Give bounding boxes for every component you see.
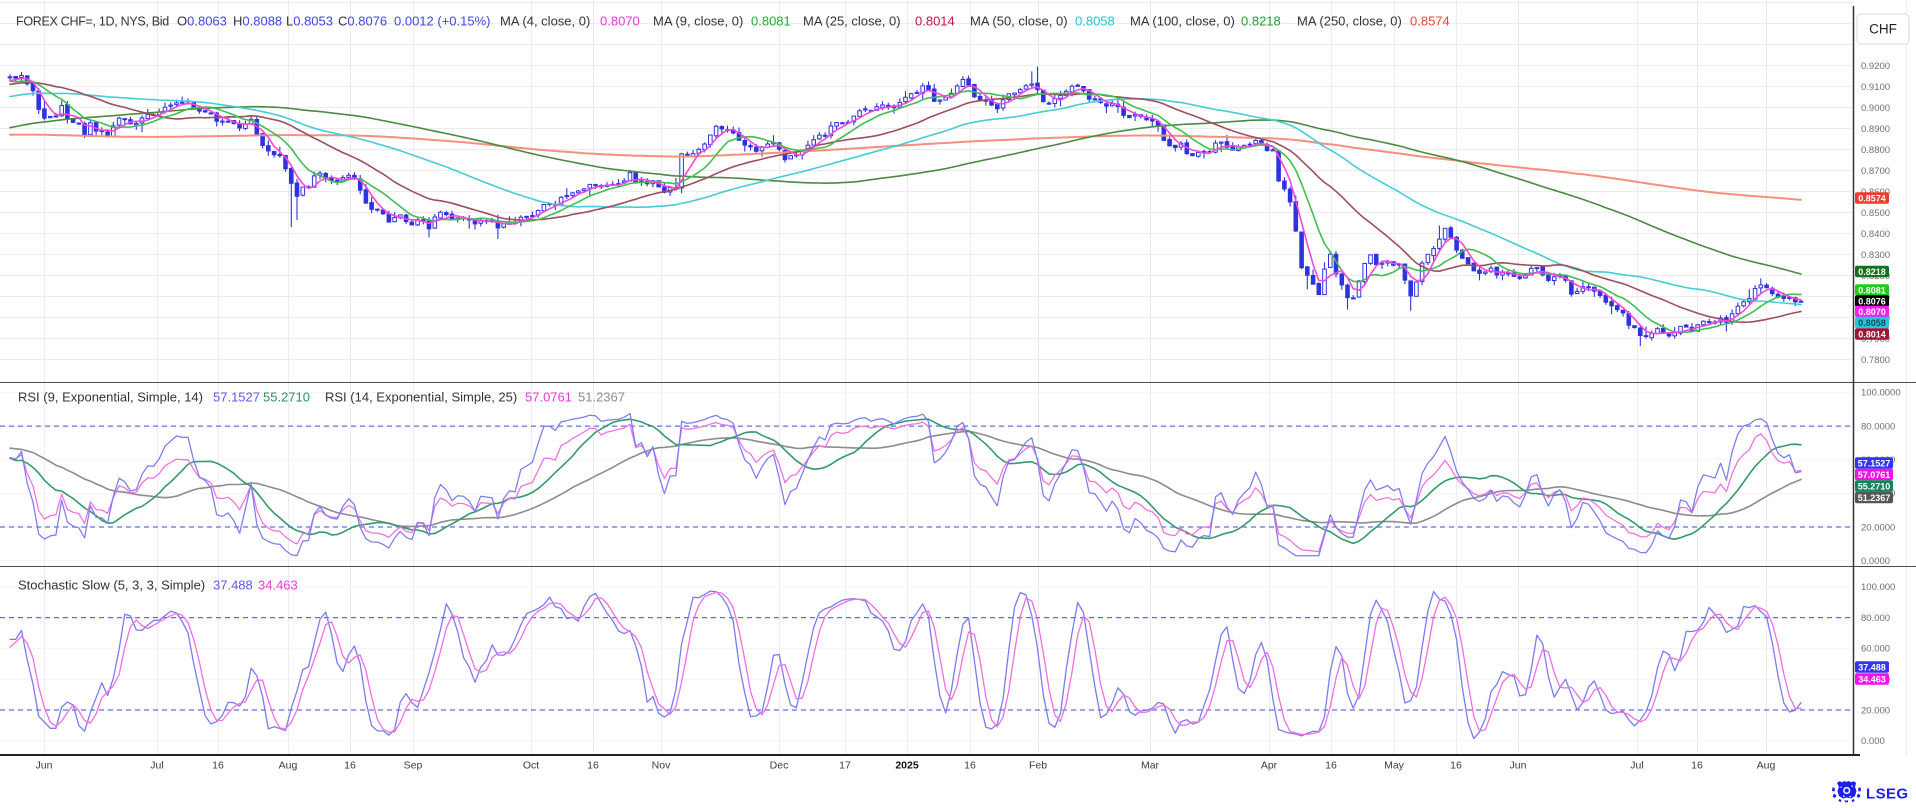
svg-text:H0.8088: H0.8088: [233, 14, 282, 29]
svg-text:Stochastic Slow (5, 3, 3, Simp: Stochastic Slow (5, 3, 3, Simple): [18, 578, 205, 593]
svg-text:LSEG: LSEG: [1866, 786, 1908, 803]
svg-text:Nov: Nov: [652, 760, 671, 772]
svg-text:Aug: Aug: [1757, 760, 1776, 772]
svg-text:57.1527: 57.1527: [1858, 458, 1891, 468]
svg-text:55.2710: 55.2710: [1858, 481, 1891, 491]
svg-text:37.488: 37.488: [1858, 662, 1886, 672]
svg-text:Aug: Aug: [279, 760, 298, 772]
svg-text:0.0012 (+0.15%): 0.0012 (+0.15%): [394, 14, 490, 29]
svg-text:MA (50, close, 0): MA (50, close, 0): [970, 14, 1068, 29]
svg-text:57.1527: 57.1527: [213, 390, 260, 405]
svg-text:100.0000: 100.0000: [1861, 388, 1901, 399]
svg-text:60.000: 60.000: [1861, 644, 1890, 655]
svg-text:2025: 2025: [895, 760, 919, 772]
svg-text:MA (250, close, 0): MA (250, close, 0): [1297, 14, 1402, 29]
svg-text:16: 16: [964, 760, 976, 772]
svg-text:0.8070: 0.8070: [1858, 307, 1886, 317]
svg-text:0.8076: 0.8076: [1858, 296, 1886, 306]
svg-text:0.9100: 0.9100: [1861, 82, 1890, 93]
svg-text:0.0000: 0.0000: [1861, 556, 1890, 567]
svg-text:55.2710: 55.2710: [263, 390, 310, 405]
svg-text:Mar: Mar: [1141, 760, 1160, 772]
svg-text:0.9200: 0.9200: [1861, 61, 1890, 72]
svg-text:0.8058: 0.8058: [1075, 14, 1115, 29]
svg-text:34.463: 34.463: [1858, 674, 1886, 684]
svg-text:Oct: Oct: [523, 760, 539, 772]
svg-text:0.8070: 0.8070: [600, 14, 640, 29]
svg-text:20.000: 20.000: [1861, 705, 1890, 716]
svg-text:MA (9, close, 0): MA (9, close, 0): [653, 14, 743, 29]
svg-text:34.463: 34.463: [258, 578, 298, 593]
svg-text:16: 16: [344, 760, 356, 772]
svg-text:16: 16: [1450, 760, 1462, 772]
svg-text:Dec: Dec: [770, 760, 789, 772]
svg-text:0.7800: 0.7800: [1861, 355, 1890, 366]
svg-text:L0.8053: L0.8053: [286, 14, 333, 29]
svg-text:80.000: 80.000: [1861, 613, 1890, 624]
svg-text:0.8300: 0.8300: [1861, 250, 1890, 261]
svg-text:MA (100, close, 0): MA (100, close, 0): [1130, 14, 1235, 29]
svg-text:C0.8076: C0.8076: [338, 14, 387, 29]
svg-text:0.8800: 0.8800: [1861, 145, 1890, 156]
svg-text:0.9000: 0.9000: [1861, 103, 1890, 114]
svg-text:0.8058: 0.8058: [1858, 318, 1886, 328]
svg-text:57.0761: 57.0761: [525, 390, 572, 405]
svg-text:16: 16: [212, 760, 224, 772]
svg-text:CHF: CHF: [1869, 22, 1897, 37]
svg-text:0.8700: 0.8700: [1861, 166, 1890, 177]
svg-text:0.8218: 0.8218: [1241, 14, 1281, 29]
svg-text:Sep: Sep: [404, 760, 423, 772]
svg-text:0.8574: 0.8574: [1410, 14, 1450, 29]
svg-text:20.0000: 20.0000: [1861, 522, 1895, 533]
svg-text:37.488: 37.488: [213, 578, 253, 593]
svg-text:80.0000: 80.0000: [1861, 421, 1895, 432]
svg-text:FOREX CHF=, 1D, NYS, Bid: FOREX CHF=, 1D, NYS, Bid: [16, 15, 169, 29]
svg-text:16: 16: [1325, 760, 1337, 772]
svg-text:0.8500: 0.8500: [1861, 208, 1890, 219]
svg-text:Jul: Jul: [1630, 760, 1643, 772]
svg-text:MA (4, close, 0): MA (4, close, 0): [500, 14, 590, 29]
svg-text:0.8014: 0.8014: [1858, 329, 1886, 339]
svg-text:Jun: Jun: [36, 760, 53, 772]
svg-text:Feb: Feb: [1029, 760, 1047, 772]
svg-text:51.2367: 51.2367: [578, 390, 625, 405]
svg-text:Jul: Jul: [150, 760, 163, 772]
svg-text:Jun: Jun: [1510, 760, 1527, 772]
svg-text:Apr: Apr: [1261, 760, 1278, 772]
svg-text:May: May: [1384, 760, 1405, 772]
svg-text:0.8400: 0.8400: [1861, 229, 1890, 240]
svg-text:0.8574: 0.8574: [1858, 193, 1886, 203]
svg-text:MA (25, close, 0): MA (25, close, 0): [803, 14, 901, 29]
svg-text:O0.8063: O0.8063: [177, 14, 227, 29]
svg-text:0.8081: 0.8081: [751, 14, 791, 29]
svg-text:57.0761: 57.0761: [1858, 470, 1891, 480]
svg-text:16: 16: [587, 760, 599, 772]
svg-text:100.000: 100.000: [1861, 582, 1895, 593]
svg-text:RSI (9, Exponential, Simple, 1: RSI (9, Exponential, Simple, 14): [18, 390, 203, 405]
svg-text:0.000: 0.000: [1861, 736, 1885, 747]
svg-text:0.8900: 0.8900: [1861, 124, 1890, 135]
svg-text:51.2367: 51.2367: [1858, 493, 1891, 503]
svg-text:0.8014: 0.8014: [915, 14, 955, 29]
svg-text:RSI (14, Exponential, Simple,: RSI (14, Exponential, Simple, 25): [325, 390, 517, 405]
svg-text:17: 17: [839, 760, 851, 772]
svg-text:0.8218: 0.8218: [1858, 267, 1886, 277]
svg-text:16: 16: [1691, 760, 1703, 772]
svg-text:0.8081: 0.8081: [1858, 285, 1886, 295]
